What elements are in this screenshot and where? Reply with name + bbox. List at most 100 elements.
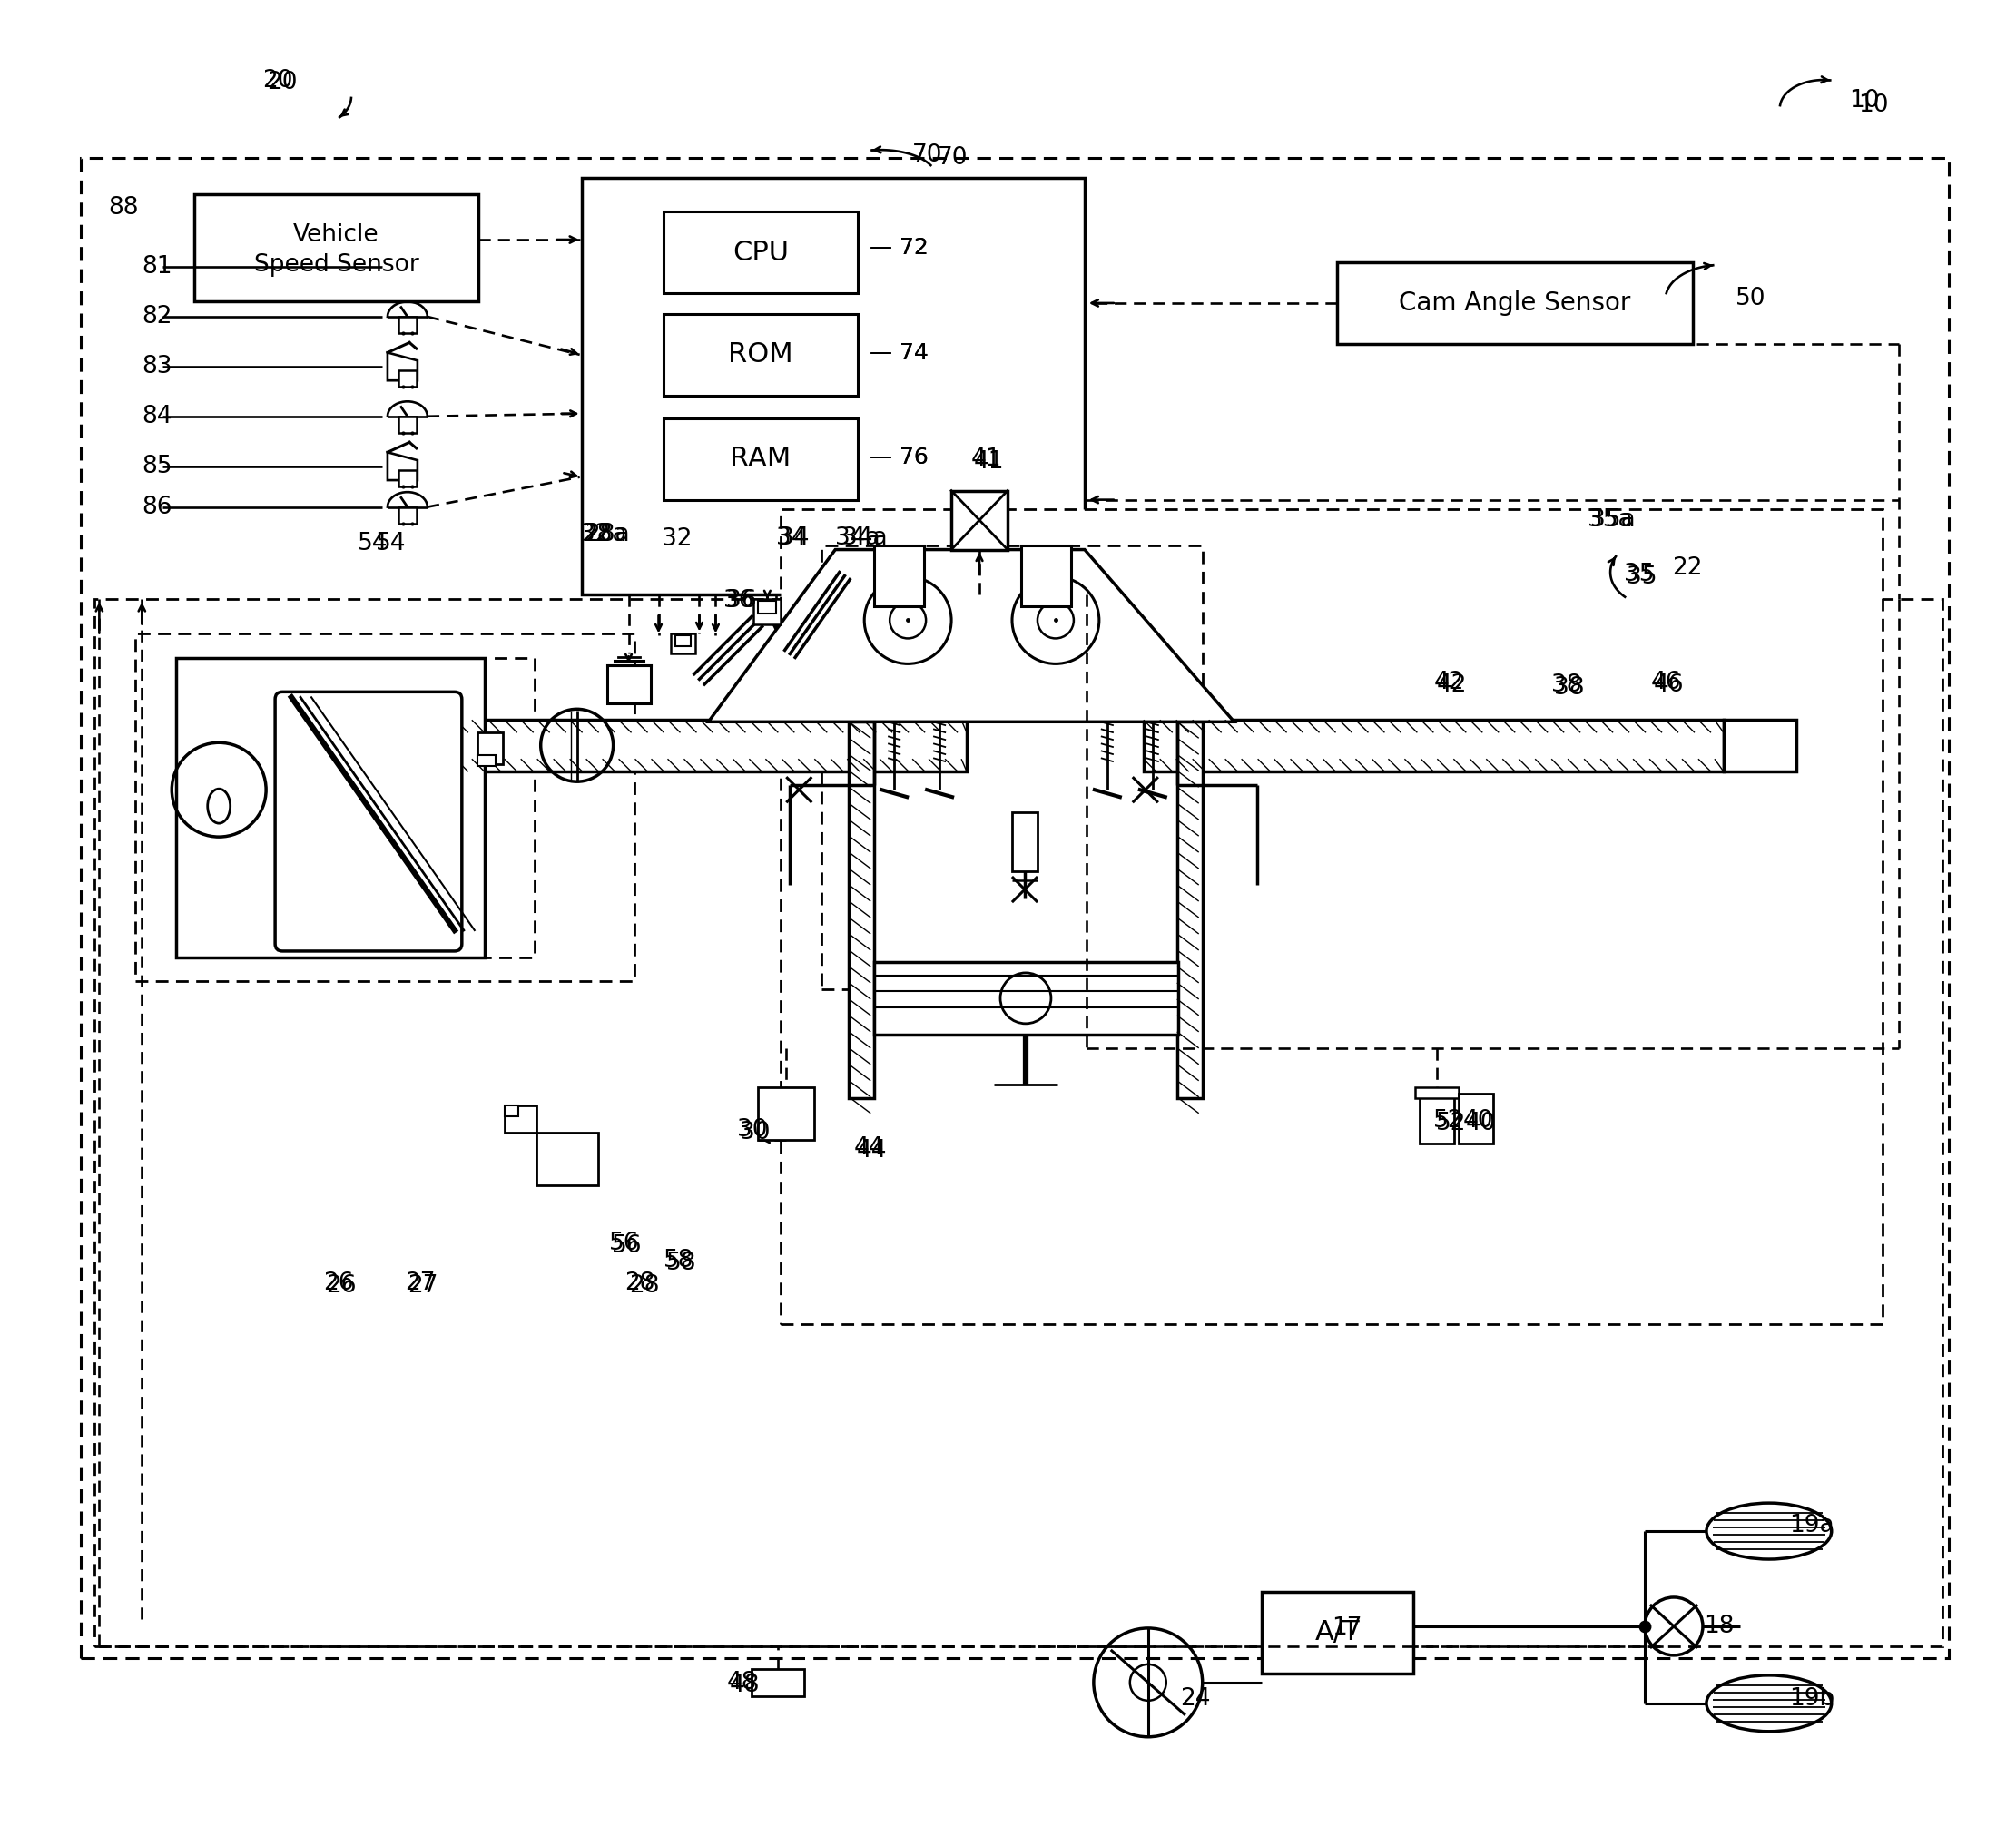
Bar	[758, 1087, 814, 1140]
Text: 18: 18	[1704, 1614, 1734, 1638]
Text: 28a: 28a	[581, 523, 627, 545]
Bar	[399, 470, 417, 487]
Text: 44: 44	[857, 1138, 887, 1162]
Bar	[1419, 1094, 1454, 1144]
Bar	[341, 720, 968, 771]
Text: 82: 82	[141, 305, 171, 329]
Bar	[663, 211, 859, 294]
Polygon shape	[708, 549, 1234, 722]
Bar	[1022, 545, 1070, 606]
Text: 52: 52	[1433, 1109, 1464, 1133]
Text: 35a: 35a	[1591, 509, 1635, 531]
Bar	[478, 733, 502, 764]
Bar	[1177, 722, 1202, 1098]
Bar	[478, 755, 496, 766]
Bar	[581, 178, 1085, 595]
Text: 44: 44	[853, 1136, 883, 1160]
Text: 35: 35	[1625, 562, 1655, 586]
Text: 84: 84	[141, 404, 171, 428]
Bar	[758, 600, 776, 613]
Bar	[536, 1133, 599, 1184]
Bar	[135, 633, 635, 980]
Text: 30: 30	[740, 1120, 770, 1144]
Text: 52: 52	[1435, 1111, 1468, 1135]
Bar	[399, 371, 417, 387]
Text: 40: 40	[1462, 1109, 1494, 1133]
Ellipse shape	[1706, 1504, 1831, 1559]
Bar	[607, 666, 651, 703]
Text: 38: 38	[1554, 676, 1585, 700]
Text: 58: 58	[665, 1252, 696, 1276]
FancyBboxPatch shape	[274, 692, 462, 951]
Text: 36: 36	[726, 589, 756, 613]
Text: 36: 36	[724, 589, 754, 613]
Text: — 76: — 76	[869, 446, 929, 468]
Bar	[952, 490, 1008, 549]
Text: 88: 88	[109, 196, 139, 220]
Text: 27: 27	[405, 1272, 435, 1296]
Text: 30: 30	[738, 1118, 768, 1142]
Bar	[1415, 1087, 1460, 1098]
Text: Cam Angle Sensor: Cam Angle Sensor	[1399, 290, 1631, 316]
Text: 56: 56	[609, 1232, 639, 1254]
Text: 20: 20	[262, 70, 292, 94]
Bar	[1143, 720, 1724, 771]
Text: 32: 32	[661, 527, 691, 551]
Text: 41: 41	[974, 450, 1004, 474]
Text: 19a: 19a	[1788, 1515, 1835, 1537]
Text: 34a: 34a	[835, 525, 881, 549]
Text: 48: 48	[726, 1671, 756, 1695]
Bar	[780, 509, 1883, 1324]
Text: 32: 32	[581, 523, 611, 545]
Text: 19b: 19b	[1788, 1687, 1835, 1711]
Text: 42: 42	[1433, 670, 1464, 694]
Text: — 72: — 72	[869, 237, 929, 259]
Bar	[752, 1669, 804, 1696]
Bar	[849, 722, 875, 1098]
Text: 28: 28	[629, 1274, 659, 1298]
Text: 34: 34	[776, 525, 806, 549]
Text: 41: 41	[972, 448, 1002, 470]
Bar	[823, 545, 1202, 990]
Text: — 74: — 74	[869, 341, 929, 364]
Bar	[399, 316, 417, 332]
Bar	[399, 507, 417, 523]
Text: CPU: CPU	[732, 239, 788, 266]
Bar	[754, 599, 780, 624]
Bar	[671, 633, 696, 654]
Text: 58: 58	[663, 1248, 694, 1272]
Text: 26: 26	[327, 1274, 357, 1298]
Text: 22: 22	[1671, 556, 1702, 580]
Text: 54: 54	[375, 531, 405, 554]
Bar	[175, 659, 484, 957]
Text: 34a: 34a	[843, 525, 887, 549]
Text: Speed Sensor: Speed Sensor	[254, 253, 419, 277]
Text: 27: 27	[407, 1274, 437, 1298]
Bar	[504, 1105, 536, 1133]
Text: Vehicle: Vehicle	[294, 224, 379, 246]
Text: — 72: — 72	[869, 237, 929, 259]
Text: 10: 10	[1849, 90, 1879, 112]
Bar	[504, 1105, 518, 1116]
Bar	[81, 158, 1947, 1658]
Bar	[95, 599, 1941, 1647]
Text: RAM: RAM	[730, 446, 790, 472]
Bar	[663, 419, 859, 499]
Text: 35: 35	[1627, 565, 1657, 589]
Text: 54: 54	[357, 531, 387, 554]
Text: 70: 70	[913, 143, 943, 167]
Text: — 74: — 74	[869, 341, 929, 364]
Text: 46: 46	[1653, 674, 1683, 698]
Bar	[675, 635, 691, 646]
Text: 28: 28	[625, 1272, 655, 1296]
Bar	[1724, 720, 1796, 771]
Text: 70: 70	[937, 147, 968, 171]
Text: 42: 42	[1435, 674, 1468, 698]
Text: 56: 56	[611, 1234, 641, 1258]
Text: 26: 26	[323, 1272, 353, 1296]
Bar	[1460, 1094, 1494, 1144]
Ellipse shape	[1706, 1674, 1831, 1731]
Bar	[399, 417, 417, 433]
Text: 20: 20	[266, 72, 298, 95]
Text: 24: 24	[1179, 1687, 1210, 1711]
